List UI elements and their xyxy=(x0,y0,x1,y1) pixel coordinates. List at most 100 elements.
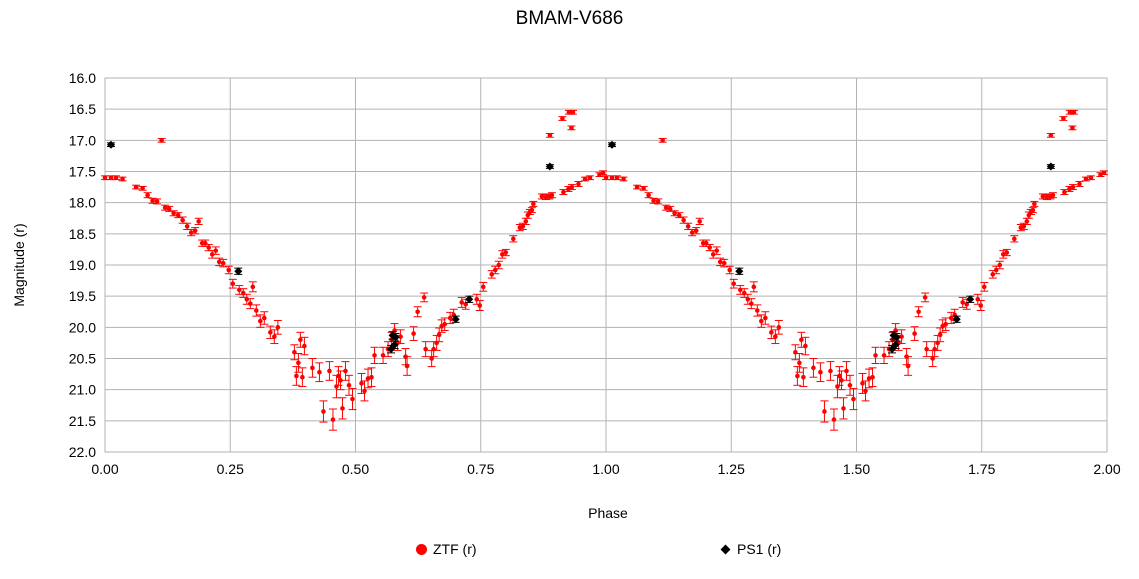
circle-marker xyxy=(415,309,420,315)
ztf-data-point xyxy=(613,175,622,181)
ztf-data-point xyxy=(248,281,257,293)
legend-item-ps1: PS1 (r) xyxy=(720,541,781,557)
y-tick-label: 20.0 xyxy=(69,319,96,335)
ztf-data-point xyxy=(403,356,412,376)
ztf-data-point xyxy=(138,185,147,191)
circle-marker xyxy=(1062,189,1067,195)
circle-marker xyxy=(133,184,139,190)
circle-marker xyxy=(365,376,371,381)
ztf-data-point xyxy=(527,207,536,214)
diamond-marker-icon xyxy=(720,544,731,554)
ztf-data-point xyxy=(633,184,642,190)
circle-marker xyxy=(943,321,948,327)
ztf-data-point xyxy=(947,311,956,325)
circle-marker xyxy=(655,199,661,204)
ztf-data-point xyxy=(300,336,309,356)
circle-marker xyxy=(154,199,160,204)
circle-marker xyxy=(1012,236,1017,242)
ztf-data-point xyxy=(705,243,714,252)
ztf-data-point xyxy=(273,319,282,335)
circle-marker xyxy=(175,212,181,218)
x-tick-label: 0.50 xyxy=(342,461,369,477)
ztf-data-point xyxy=(666,205,675,212)
circle-marker xyxy=(1061,116,1066,121)
diamond-marker xyxy=(391,333,400,342)
circle-marker xyxy=(1070,184,1076,190)
circle-marker xyxy=(930,356,935,361)
circle-marker xyxy=(503,250,509,255)
y-tick-label: 19.0 xyxy=(69,257,96,273)
circle-marker xyxy=(262,315,267,321)
x-tick-label: 0.00 xyxy=(91,461,118,477)
ztf-data-point xyxy=(839,397,848,420)
circle-marker xyxy=(1071,109,1077,115)
circle-marker xyxy=(300,374,305,380)
circle-marker xyxy=(192,228,198,234)
circle-marker xyxy=(773,334,778,339)
ztf-data-point xyxy=(692,227,701,235)
ztf-data-point xyxy=(547,192,556,199)
ztf-data-point xyxy=(396,329,405,345)
circle-marker xyxy=(150,198,155,204)
ztf-data-point xyxy=(1065,185,1074,192)
circle-marker xyxy=(338,378,343,383)
circle-marker xyxy=(120,176,125,182)
ztf-data-point xyxy=(684,222,693,230)
ztf-data-point xyxy=(290,344,299,361)
circle-marker xyxy=(863,388,868,394)
diamond-marker xyxy=(735,267,744,276)
ztf-data-point xyxy=(820,400,829,423)
grid-lines xyxy=(104,77,1108,453)
circle-marker xyxy=(672,210,677,216)
diamond-marker xyxy=(952,315,961,324)
ztf-data-point xyxy=(153,198,162,205)
ps1-data-point xyxy=(952,315,961,324)
x-tick-label: 0.75 xyxy=(467,461,494,477)
circle-marker xyxy=(937,332,943,338)
circle-marker xyxy=(582,176,588,182)
ztf-data-point xyxy=(174,212,183,219)
circle-marker xyxy=(523,219,529,224)
circle-marker xyxy=(748,301,754,306)
circle-marker xyxy=(769,330,774,335)
ztf-data-point xyxy=(1068,184,1077,191)
ztf-data-point xyxy=(922,341,931,358)
ztf-data-point xyxy=(845,374,854,396)
circle-marker xyxy=(727,267,733,273)
ztf-data-point xyxy=(338,397,347,420)
ztf-data-point xyxy=(298,367,307,388)
circle-marker xyxy=(707,245,713,250)
circle-marker xyxy=(561,189,566,195)
circle-marker xyxy=(171,210,176,216)
y-tick-label: 22.0 xyxy=(69,444,96,460)
ztf-data-point xyxy=(357,372,366,394)
circle-marker xyxy=(108,175,114,181)
circle-marker xyxy=(660,138,665,143)
circle-marker xyxy=(250,284,256,290)
ztf-data-point xyxy=(797,331,806,348)
ztf-data-point xyxy=(420,292,429,303)
circle-marker xyxy=(206,245,212,250)
y-tick-label: 16.5 xyxy=(69,101,96,117)
ztf-data-point xyxy=(148,197,157,204)
diamond-marker xyxy=(234,267,243,276)
circle-marker xyxy=(398,334,403,339)
ztf-data-point xyxy=(644,192,653,199)
circle-marker xyxy=(254,308,259,313)
circle-marker xyxy=(847,383,853,388)
circle-marker xyxy=(459,300,465,305)
ztf-data-point xyxy=(143,192,152,199)
circle-marker xyxy=(140,186,145,191)
ztf-data-point xyxy=(266,325,275,340)
ztf-data-point xyxy=(865,368,874,389)
circle-marker xyxy=(600,170,606,176)
ztf-data-point xyxy=(336,370,345,391)
ztf-data-point xyxy=(649,197,658,204)
circle-marker xyxy=(327,368,332,374)
circle-marker xyxy=(102,175,108,181)
diamond-marker xyxy=(107,140,116,149)
circle-marker xyxy=(569,125,574,131)
circle-marker xyxy=(1048,133,1054,138)
ztf-data-point xyxy=(740,288,749,298)
legend-label-ztf: ZTF (r) xyxy=(433,541,477,557)
